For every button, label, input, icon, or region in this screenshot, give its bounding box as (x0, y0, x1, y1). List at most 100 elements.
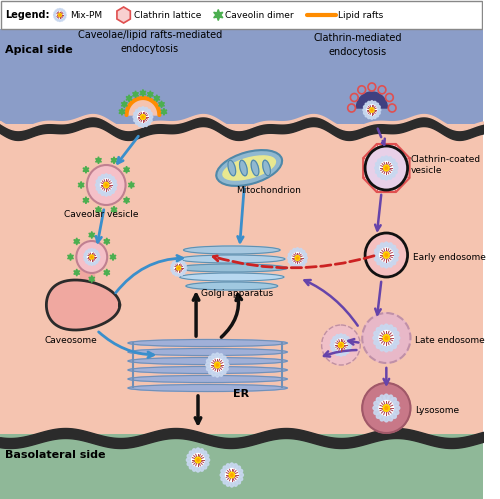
Ellipse shape (96, 186, 102, 190)
Ellipse shape (374, 112, 378, 117)
Ellipse shape (198, 465, 203, 471)
Ellipse shape (234, 478, 240, 484)
Text: Mitochondrion: Mitochondrion (236, 186, 301, 195)
Circle shape (177, 266, 180, 270)
Circle shape (362, 313, 410, 363)
Polygon shape (89, 232, 94, 239)
Ellipse shape (374, 166, 382, 170)
Ellipse shape (232, 464, 237, 471)
Polygon shape (363, 144, 410, 192)
Ellipse shape (218, 369, 223, 376)
Ellipse shape (62, 14, 66, 16)
Ellipse shape (187, 454, 194, 459)
Ellipse shape (363, 108, 368, 112)
Circle shape (335, 339, 346, 351)
Ellipse shape (300, 250, 305, 255)
Ellipse shape (101, 175, 105, 181)
Ellipse shape (376, 412, 383, 418)
Polygon shape (122, 101, 128, 108)
Ellipse shape (101, 189, 105, 196)
Ellipse shape (288, 253, 294, 257)
Ellipse shape (387, 343, 392, 351)
Ellipse shape (192, 449, 198, 456)
Circle shape (385, 253, 388, 256)
Ellipse shape (342, 335, 346, 341)
Ellipse shape (128, 357, 288, 364)
Ellipse shape (62, 12, 66, 14)
Ellipse shape (94, 259, 98, 263)
Polygon shape (126, 98, 160, 115)
Polygon shape (104, 269, 110, 276)
Ellipse shape (384, 394, 389, 402)
Ellipse shape (374, 103, 378, 108)
Ellipse shape (95, 255, 100, 258)
Ellipse shape (375, 111, 380, 114)
Ellipse shape (392, 335, 400, 341)
Ellipse shape (380, 243, 386, 250)
Polygon shape (140, 89, 146, 96)
Circle shape (383, 335, 390, 341)
Ellipse shape (293, 261, 297, 267)
Ellipse shape (133, 115, 139, 119)
Ellipse shape (389, 171, 395, 177)
Ellipse shape (58, 17, 61, 21)
Ellipse shape (377, 258, 383, 264)
Ellipse shape (170, 266, 175, 269)
Ellipse shape (331, 346, 337, 350)
Ellipse shape (175, 271, 178, 276)
Circle shape (76, 241, 107, 273)
Ellipse shape (220, 473, 227, 477)
Ellipse shape (374, 256, 382, 261)
Circle shape (59, 14, 60, 15)
Ellipse shape (374, 401, 382, 407)
Ellipse shape (389, 159, 395, 165)
Ellipse shape (96, 183, 102, 187)
Circle shape (138, 111, 148, 122)
Ellipse shape (146, 109, 150, 114)
Ellipse shape (58, 8, 61, 12)
Ellipse shape (384, 414, 389, 422)
Ellipse shape (215, 370, 220, 377)
Circle shape (365, 233, 408, 277)
Ellipse shape (206, 366, 213, 371)
Ellipse shape (372, 113, 376, 119)
Polygon shape (96, 206, 102, 213)
Ellipse shape (144, 107, 148, 113)
Ellipse shape (364, 106, 368, 109)
Circle shape (230, 474, 233, 477)
Ellipse shape (302, 256, 308, 260)
Ellipse shape (182, 264, 186, 267)
Ellipse shape (184, 246, 280, 254)
Circle shape (292, 252, 303, 263)
Ellipse shape (62, 15, 66, 18)
Ellipse shape (387, 172, 392, 179)
Ellipse shape (60, 9, 63, 12)
Ellipse shape (374, 331, 382, 337)
Text: Mix-PM: Mix-PM (70, 10, 102, 19)
Ellipse shape (90, 260, 94, 265)
Ellipse shape (176, 264, 288, 272)
Ellipse shape (57, 17, 59, 21)
Polygon shape (74, 269, 80, 276)
Circle shape (362, 383, 410, 433)
Ellipse shape (136, 109, 140, 114)
Text: Golgi apparatus: Golgi apparatus (200, 289, 272, 298)
Ellipse shape (344, 348, 349, 353)
Ellipse shape (212, 369, 216, 376)
Polygon shape (68, 253, 73, 260)
Circle shape (178, 267, 180, 269)
Ellipse shape (62, 10, 64, 13)
Circle shape (142, 116, 144, 118)
Circle shape (367, 105, 376, 115)
Ellipse shape (391, 256, 398, 261)
Ellipse shape (376, 398, 383, 405)
Circle shape (370, 108, 374, 112)
Ellipse shape (296, 248, 300, 254)
Ellipse shape (146, 120, 150, 125)
Ellipse shape (98, 188, 103, 193)
Circle shape (379, 401, 394, 416)
Circle shape (384, 252, 390, 258)
Ellipse shape (196, 448, 200, 455)
Ellipse shape (390, 328, 396, 334)
Ellipse shape (223, 478, 229, 484)
